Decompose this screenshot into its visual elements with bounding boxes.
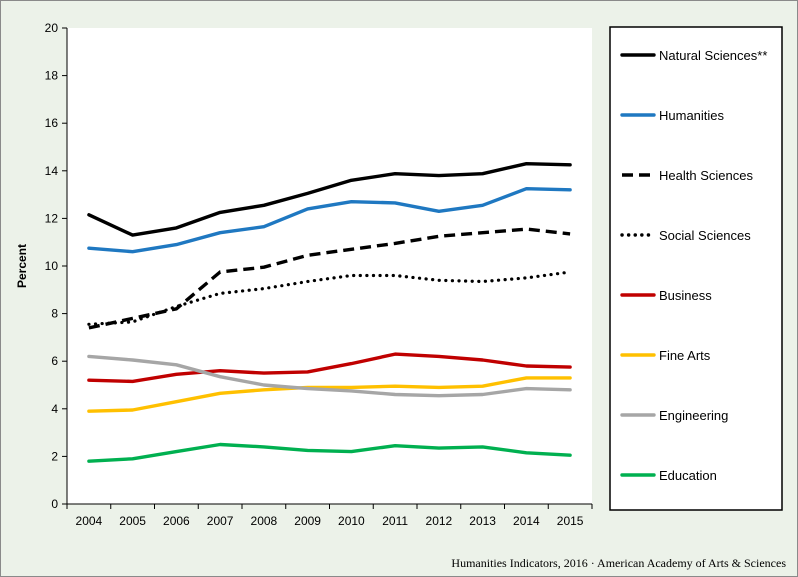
x-tick-label: 2013 — [469, 514, 496, 528]
x-tick-label: 2011 — [382, 514, 408, 528]
y-tick-label: 4 — [51, 402, 58, 416]
x-tick-label: 2012 — [426, 514, 453, 528]
y-tick-label: 0 — [51, 497, 58, 511]
legend-label: Fine Arts — [659, 348, 711, 363]
x-tick-label: 2009 — [294, 514, 321, 528]
x-tick-label: 2008 — [251, 514, 278, 528]
x-tick-label: 2004 — [76, 514, 103, 528]
legend-label: Engineering — [659, 408, 728, 423]
series-line-fine-arts — [87, 376, 572, 413]
x-tick-label: 2014 — [513, 514, 540, 528]
y-tick-label: 20 — [45, 21, 59, 35]
x-tick-label: 2007 — [207, 514, 234, 528]
y-tick-label: 14 — [45, 164, 59, 178]
series-line-natural-sciences — [87, 161, 572, 237]
legend-label: Education — [659, 468, 717, 483]
x-axis-ticks: 2004 2005 2006 2007 2008 2009 2010 2011 2012 2013… — [66, 504, 593, 528]
legend-label: Health Sciences — [659, 168, 753, 183]
series-line-health-sciences — [88, 227, 571, 330]
legend-label: Humanities — [659, 108, 725, 123]
series-line-business — [87, 352, 572, 384]
source-footer: Humanities Indicators, 2016 · American A… — [451, 556, 786, 570]
plot-area — [67, 28, 592, 504]
series-lines — [87, 161, 572, 463]
legend-label: Social Sciences — [659, 228, 751, 243]
y-tick-label: 12 — [45, 211, 59, 225]
x-tick-label: 2005 — [119, 514, 146, 528]
legend-label: Natural Sciences** — [659, 48, 767, 63]
y-tick-label: 2 — [51, 449, 58, 463]
y-tick-label: 18 — [45, 69, 59, 83]
legend: Natural Sciences** Humanities Health Scien… — [620, 48, 767, 483]
series-line-humanities — [87, 186, 572, 254]
y-tick-label: 8 — [51, 307, 58, 321]
y-axis-label: Percent — [15, 244, 29, 288]
x-tick-label: 2015 — [557, 514, 584, 528]
y-tick-label: 16 — [45, 116, 59, 130]
y-tick-label: 10 — [45, 259, 59, 273]
y-tick-label: 6 — [51, 354, 58, 368]
y-axis-ticks: 0 2 4 6 8 10 12 14 16 18 20 — [45, 21, 67, 511]
series-line-education — [87, 442, 572, 463]
x-tick-label: 2006 — [163, 514, 190, 528]
legend-label: Business — [659, 288, 712, 303]
legend-box — [609, 26, 783, 511]
series-line-engineering — [87, 354, 572, 398]
x-tick-label: 2010 — [338, 514, 365, 528]
